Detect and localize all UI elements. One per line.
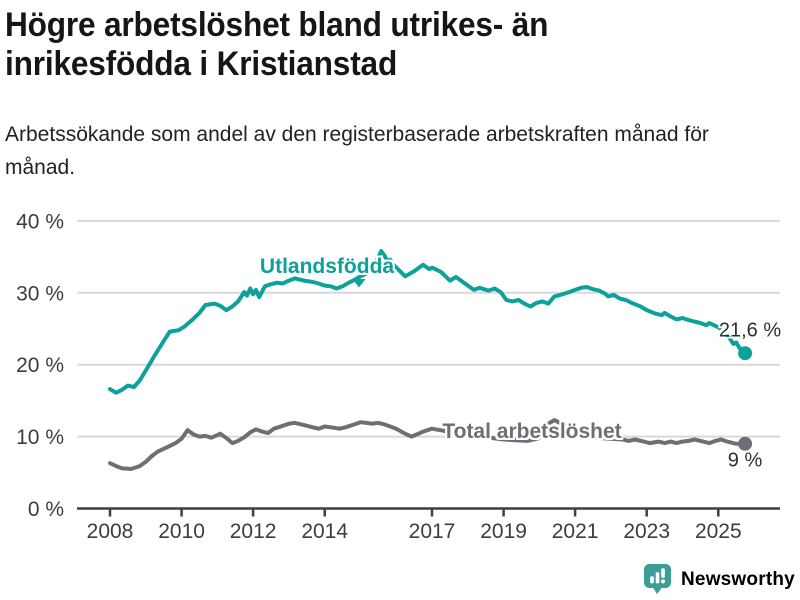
end-value-label-utlandsfodda: 21,6 % <box>718 319 782 342</box>
series-end-dot-0 <box>738 346 753 361</box>
y-axis-tick-label: 10 % <box>16 426 64 449</box>
chart-subtitle: Arbetssökande som andel av den registerb… <box>5 123 709 179</box>
x-axis-tick-label: 2012 <box>230 520 277 543</box>
label-caret-icon <box>352 279 366 288</box>
x-axis-tick-label: 2023 <box>623 520 670 543</box>
series-line-0 <box>108 249 748 395</box>
x-axis-tick-label: 2021 <box>552 520 599 543</box>
x-axis-tick-label: 2025 <box>695 520 742 543</box>
x-axis-tick-label: 2008 <box>87 520 134 543</box>
newsworthy-logo[interactable]: Newsworthy <box>643 563 795 595</box>
y-axis-tick-label: 20 % <box>16 354 64 377</box>
end-value-label-total: 9 % <box>727 449 763 472</box>
y-axis-tick-label: 0 % <box>28 498 64 521</box>
x-axis-tick-label: 2014 <box>301 520 348 543</box>
y-axis-tick-label: 30 % <box>16 282 64 305</box>
newsworthy-icon <box>644 564 671 594</box>
x-axis-tick-label: 2019 <box>480 520 527 543</box>
chart-title: Högre arbetslöshet bland utrikes- än inr… <box>5 6 549 83</box>
x-axis-tick-label: 2017 <box>409 520 456 543</box>
x-axis-tick-label: 2010 <box>158 520 205 543</box>
series-label-total-arbetsloshet: Total arbetslöshet <box>442 420 622 443</box>
series-label-utlandsfodda: Utlandsfödda <box>259 255 395 278</box>
series-line-1 <box>108 418 748 471</box>
newsworthy-wordmark: Newsworthy <box>681 569 795 590</box>
y-axis-tick-label: 40 % <box>16 210 64 233</box>
series-end-dot-1 <box>738 436 753 451</box>
